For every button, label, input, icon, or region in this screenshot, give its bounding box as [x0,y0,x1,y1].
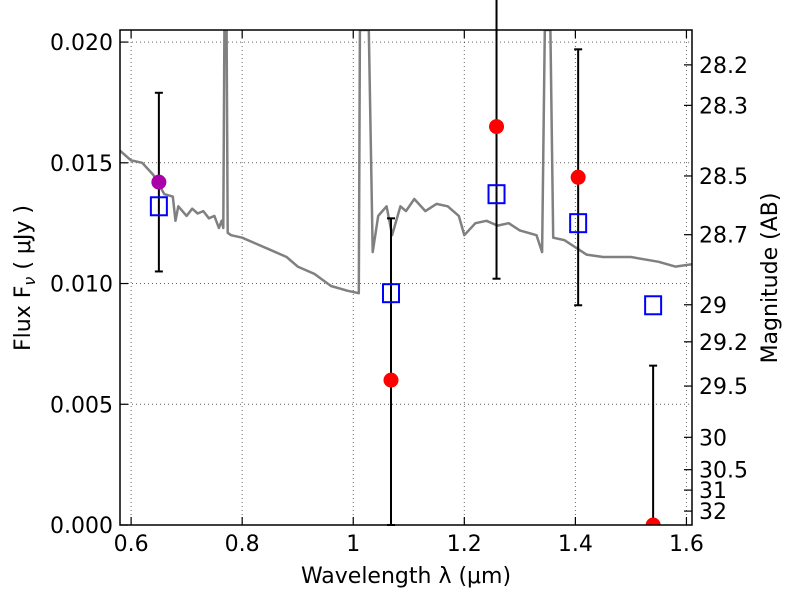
observed-point [151,174,167,190]
y2-tick-label: 29.2 [699,331,748,356]
spectrum-layer [120,30,692,295]
x-tick-label: 1 [346,532,360,557]
model-point [487,184,506,205]
y2-tick-label: 32 [699,500,727,525]
y2-tick-label: 29 [699,294,727,319]
y-tick-label: 0.005 [50,393,113,418]
x-tick-label: 1.6 [669,532,704,557]
y2-tick-label: 28.5 [699,165,748,190]
y2-axis-label: Magnitude (AB) [758,193,783,364]
y-tick-label: 0.000 [50,514,113,539]
x-tick-label: 1.4 [558,532,593,557]
y-axis-label-unit: ( μJy ) [11,205,36,277]
y-axis-label: Flux Fν ( μJy ) [11,205,39,351]
model-point [569,213,588,234]
y2-tick-label: 30 [699,426,727,451]
model-point [382,283,401,304]
y-tick-label: 0.010 [50,273,113,298]
y2-tick-label: 28.7 [699,224,748,249]
y2-tick-label: 31 [699,479,727,504]
y-tick-label: 0.020 [50,31,113,56]
y-axis-label-main: Flux F [11,286,36,351]
y-tick-label: 0.015 [50,152,113,177]
y2-tick-label: 28.3 [699,94,748,119]
observed-point [645,517,661,525]
model-point [149,196,168,217]
x-axis-label: Wavelength λ (μm) [301,564,511,589]
y2-tick-label: 29.5 [699,375,748,400]
y2-tick-label: 30.5 [699,459,748,484]
spectrum-line [120,30,692,295]
x-tick-label: 0.6 [114,532,149,557]
observed-point [489,119,505,135]
x-tick-label: 1.2 [447,532,482,557]
observed-point [383,372,399,388]
model-point [644,295,663,316]
y-axis-label-subscript: ν [20,277,39,286]
y2-tick-label: 28.2 [699,54,748,79]
observed-point [570,169,586,185]
plot-frame [119,29,693,526]
ticks-layer: 0.6 0.8 1 1.2 1.4 1.6 0.000 0.005 0.010 0.015 0.02… [50,30,748,557]
x-tick-label: 0.8 [225,532,260,557]
